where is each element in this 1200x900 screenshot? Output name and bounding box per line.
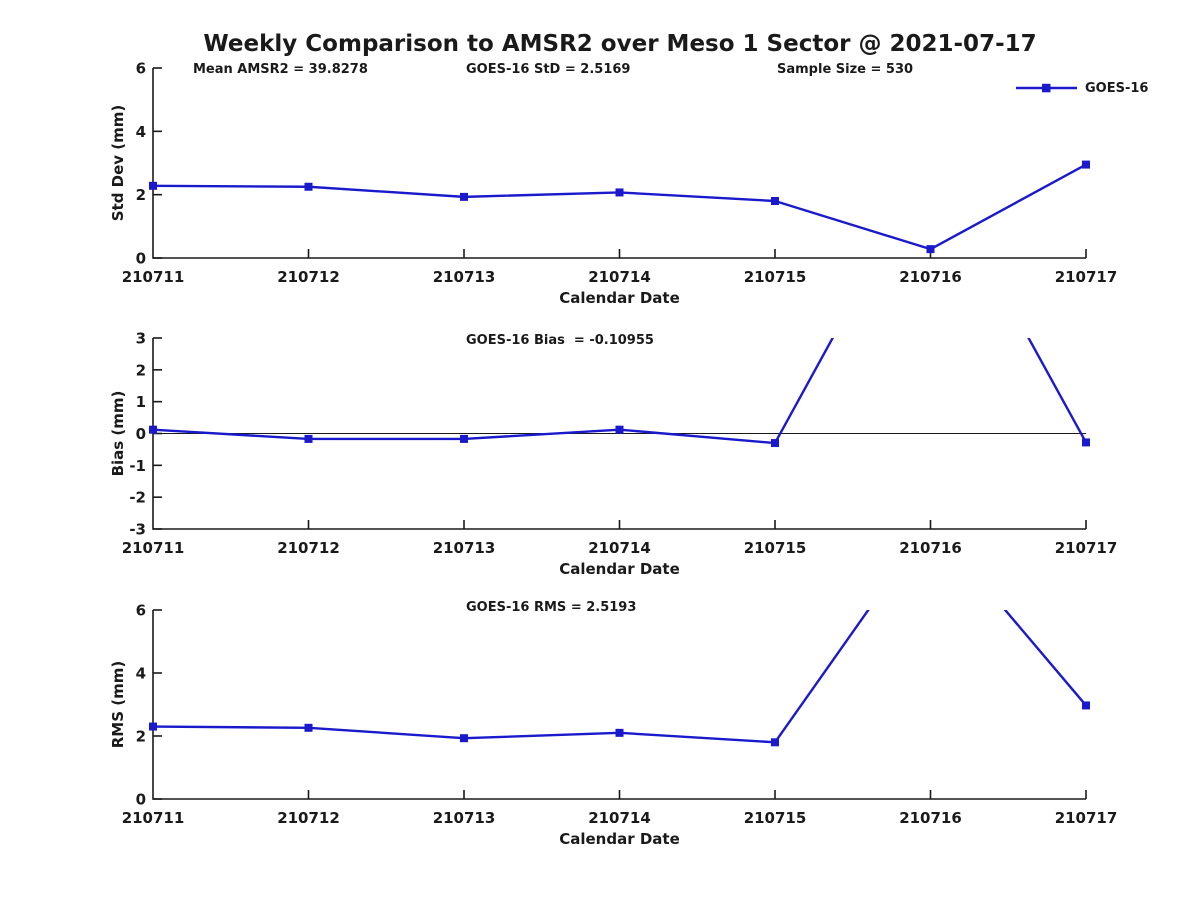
x-tick-label: 210711 <box>122 539 185 557</box>
data-point-marker <box>615 425 624 434</box>
x-tick-label: 210714 <box>588 539 651 557</box>
y-tick-label: -1 <box>129 457 146 475</box>
data-point-marker <box>460 192 468 201</box>
data-point-marker <box>1082 438 1090 447</box>
y-tick-label: 6 <box>136 60 146 78</box>
x-tick-label: 210712 <box>277 539 340 557</box>
x-axis-title: Calendar Date <box>559 289 680 307</box>
x-tick-label: 210713 <box>433 539 496 557</box>
rms-subplot-title: GOES-16 RMS = 2.5193 <box>466 600 637 615</box>
y-tick-label: -2 <box>129 489 146 507</box>
series-goes16 <box>149 156 1090 448</box>
y-axis-title: Std Dev (mm) <box>109 105 127 222</box>
y-tick-label: 0 <box>136 791 146 809</box>
data-point-marker <box>304 434 313 443</box>
x-tick-label: 210711 <box>122 268 185 286</box>
x-tick-label: 210712 <box>277 268 340 286</box>
y-tick-label: 2 <box>136 361 146 379</box>
y-tick-label: 4 <box>136 665 146 683</box>
x-tick-label: 210717 <box>1055 809 1118 827</box>
data-point-marker <box>149 425 157 434</box>
y-tick-label: 4 <box>136 123 146 141</box>
subplot-rms: 0 2 4 6 210711 210712 210713 210714 210715 210716… <box>109 602 1118 849</box>
y-tick-label: 3 <box>136 330 146 348</box>
axes-frame <box>152 68 1086 259</box>
data-point-marker <box>149 181 157 190</box>
x-tick-label: 210716 <box>899 268 962 286</box>
x-tick-label: 210716 <box>899 809 962 827</box>
data-point-marker <box>1082 160 1090 169</box>
x-axis-title: Calendar Date <box>559 830 680 848</box>
stat-goes16-std: GOES-16 StD = 2.5169 <box>466 62 631 77</box>
figure-title: Weekly Comparison to AMSR2 over Meso 1 S… <box>203 31 1037 57</box>
y-axis-title: Bias (mm) <box>109 391 127 477</box>
x-tick-label: 210713 <box>433 809 496 827</box>
x-tick-label: 210715 <box>744 539 807 557</box>
series-goes16 <box>149 160 1090 254</box>
x-tick-label: 210717 <box>1055 539 1118 557</box>
y-axis-title: RMS (mm) <box>109 661 127 748</box>
data-point-marker <box>149 722 157 731</box>
y-tick-label: 2 <box>136 728 146 746</box>
subplot-std-dev: 0 2 4 6 210711 210712 210713 210714 210715 210716… <box>109 60 1117 308</box>
x-tick-label: 210711 <box>122 809 185 827</box>
goes16-line <box>151 163 1088 251</box>
legend-label: GOES-16 <box>1085 81 1149 96</box>
y-tick-label: 0 <box>136 425 146 443</box>
x-tick-label: 210716 <box>899 539 962 557</box>
x-tick-label: 210715 <box>744 809 807 827</box>
data-point-marker <box>771 439 779 448</box>
data-point-marker <box>460 434 468 443</box>
data-point-marker <box>771 197 779 205</box>
data-point-marker <box>926 245 935 254</box>
x-tick-label: 210713 <box>433 268 496 286</box>
data-point-marker <box>615 188 624 197</box>
y-tick-label: 1 <box>136 393 146 411</box>
x-tick-label: 210717 <box>1055 268 1118 286</box>
axes-frame <box>152 610 1086 800</box>
legend <box>1016 83 1077 93</box>
x-tick-label: 210714 <box>588 268 651 286</box>
bias-subplot-title: GOES-16 Bias = -0.10955 <box>466 333 654 348</box>
x-tick-label: 210715 <box>744 268 807 286</box>
stat-mean-amsr2: Mean AMSR2 = 39.8278 <box>193 62 368 77</box>
stat-sample-size: Sample Size = 530 <box>777 62 914 77</box>
y-tick-label: 2 <box>136 186 146 204</box>
data-point-marker <box>1082 701 1090 710</box>
data-point-marker <box>304 723 313 732</box>
y-tick-label: 6 <box>136 602 146 620</box>
series-goes16 <box>149 610 1090 747</box>
x-tick-label: 210712 <box>277 809 340 827</box>
data-point-marker <box>771 738 779 747</box>
data-point-marker <box>460 734 468 743</box>
data-point-marker <box>304 182 313 191</box>
data-point-marker <box>615 728 624 737</box>
x-axis-title: Calendar Date <box>559 560 680 578</box>
legend-marker <box>1042 83 1051 93</box>
x-tick-label: 210714 <box>588 809 651 827</box>
y-tick-label: 0 <box>136 250 146 268</box>
y-tick-label: -3 <box>129 521 146 539</box>
data-point-marker <box>927 156 935 164</box>
